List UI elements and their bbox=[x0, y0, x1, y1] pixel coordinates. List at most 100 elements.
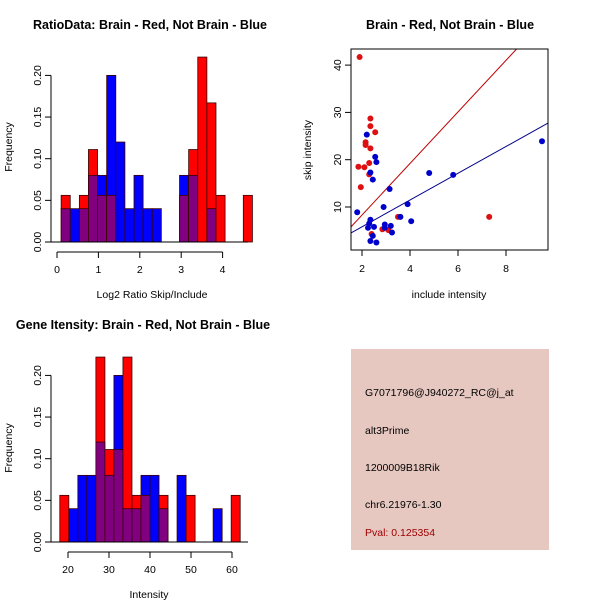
gene-histogram-axes: 0.00 0.05 0.10 0.15 0.20 20 30 40 50 60 bbox=[32, 365, 248, 576]
ratio-hist-overlap-bar bbox=[60, 208, 71, 243]
p-value: Pval: 0.125354 bbox=[365, 527, 436, 539]
ratio-hist-ytick-label: 0.10 bbox=[32, 148, 44, 169]
ratio-hist-overlap-bar bbox=[78, 208, 89, 243]
brain-point bbox=[372, 129, 379, 136]
brain-point bbox=[362, 142, 369, 149]
ratio-hist-overlap-bar bbox=[97, 194, 108, 243]
ratio-hist-xtick-label: 4 bbox=[220, 264, 226, 276]
not-brain-point bbox=[365, 224, 371, 231]
brain-point bbox=[361, 164, 368, 171]
gene-hist-bar bbox=[176, 474, 187, 543]
ratio-histogram-xlabel: Log2 Ratio Skip/Include bbox=[97, 289, 208, 301]
intensity-scatter: Brain - Red, Not Brain - Blue include in… bbox=[302, 18, 549, 301]
not-brain-point bbox=[404, 201, 411, 208]
scatter-ytick-label: 40 bbox=[332, 59, 344, 71]
ratio-histogram-axes: 0.00 0.05 0.10 0.15 0.20 0 1 2 3 4 bbox=[32, 65, 248, 276]
not-brain-point bbox=[371, 223, 377, 230]
ratio-hist-overlap-bar bbox=[188, 174, 199, 243]
chromosome-location: chr6.21976-1.30 bbox=[365, 499, 442, 511]
scatter-frame bbox=[350, 48, 549, 251]
not-brain-point bbox=[369, 176, 376, 183]
scatter-marks bbox=[351, 49, 548, 246]
ratio-hist-bar bbox=[133, 174, 144, 243]
scatter-xtick-label: 8 bbox=[503, 263, 509, 275]
not-brain-point bbox=[373, 159, 380, 166]
ratio-hist-bar bbox=[124, 208, 135, 243]
brain-point bbox=[367, 123, 374, 130]
gene-hist-xtick-label: 50 bbox=[185, 564, 197, 576]
not-brain-point bbox=[450, 171, 457, 178]
gene-hist-bar bbox=[86, 474, 97, 543]
gene-hist-ytick-label: 0.10 bbox=[32, 448, 44, 469]
not-brain-point bbox=[367, 169, 374, 176]
gene-hist-overlap-bar bbox=[95, 441, 106, 543]
gene-hist-bar bbox=[212, 508, 223, 543]
not-brain-fit-line bbox=[351, 122, 548, 234]
not-brain-point bbox=[380, 204, 387, 210]
gene-hist-xtick-label: 20 bbox=[62, 564, 74, 576]
ratio-hist-xtick-label: 2 bbox=[137, 264, 143, 276]
gene-hist-xtick-label: 40 bbox=[144, 564, 156, 576]
gene-hist-ytick-label: 0.00 bbox=[32, 532, 44, 553]
ratio-hist-overlap-bar bbox=[206, 208, 217, 243]
ratio-histogram-bars bbox=[60, 56, 253, 243]
gene-hist-bar bbox=[77, 474, 88, 543]
not-brain-point bbox=[354, 209, 361, 216]
ratio-hist-xtick-label: 3 bbox=[178, 264, 184, 276]
ratio-hist-overlap-bar bbox=[88, 174, 98, 243]
ratio-hist-ytick-label: 0.20 bbox=[32, 65, 44, 86]
gene-hist-overlap-bar bbox=[113, 449, 124, 543]
gene-histogram-bars bbox=[59, 356, 241, 543]
gene-hist-bar bbox=[149, 474, 160, 543]
scatter-xtick-label: 2 bbox=[359, 263, 365, 275]
gene-intensity-histogram: Gene Itensity: Brain - Red, Not Brain - … bbox=[3, 318, 270, 600]
brain-point bbox=[356, 54, 363, 61]
ratio-hist-bar bbox=[242, 194, 253, 243]
ratio-hist-overlap-bar bbox=[106, 194, 117, 243]
gene-hist-bar bbox=[230, 494, 241, 543]
gene-histogram-xlabel: Intensity bbox=[129, 589, 169, 600]
gene-hist-ytick-label: 0.15 bbox=[32, 407, 44, 428]
not-brain-point bbox=[363, 131, 370, 138]
not-brain-point bbox=[397, 213, 404, 220]
gene-hist-ytick-label: 0.20 bbox=[32, 365, 44, 386]
not-brain-point bbox=[381, 224, 388, 231]
not-brain-point bbox=[373, 239, 380, 246]
ratio-histogram-ylabel: Frequency bbox=[3, 121, 15, 171]
gene-hist-overlap-bar bbox=[122, 508, 133, 543]
brain-point bbox=[357, 184, 364, 191]
ratio-hist-bar bbox=[151, 208, 162, 243]
not-brain-point bbox=[389, 229, 395, 236]
brain-point bbox=[367, 115, 374, 122]
ratio-hist-ytick-label: 0.05 bbox=[32, 190, 44, 211]
not-brain-point bbox=[426, 169, 433, 176]
gene-histogram-ylabel: Frequency bbox=[3, 422, 15, 472]
ratio-hist-overlap-bar bbox=[179, 194, 190, 243]
gene-hist-overlap-bar bbox=[140, 494, 151, 543]
not-brain-point bbox=[372, 153, 379, 160]
gene-hist-overlap-bar bbox=[131, 508, 142, 543]
event-type: alt3Prime bbox=[365, 425, 410, 437]
ratio-hist-ytick-label: 0.00 bbox=[32, 232, 44, 253]
gene-hist-bar bbox=[185, 494, 196, 543]
ratio-hist-bar bbox=[215, 194, 226, 243]
gene-hist-bar bbox=[59, 494, 70, 543]
scatter-xtick-label: 6 bbox=[455, 263, 461, 275]
ratio-histogram-title: RatioData: Brain - Red, Not Brain - Blue bbox=[33, 18, 267, 32]
not-brain-point bbox=[539, 138, 545, 145]
brain-point bbox=[366, 160, 373, 167]
brain-point bbox=[486, 213, 493, 220]
probe-info-panel: G7071796@J940272_RC@j_at alt3Prime 12000… bbox=[351, 349, 549, 550]
not-brain-point bbox=[386, 186, 393, 193]
scatter-title: Brain - Red, Not Brain - Blue bbox=[366, 18, 534, 32]
scatter-ytick-label: 30 bbox=[332, 106, 344, 118]
scatter-xlabel: include intensity bbox=[412, 289, 487, 301]
ratio-hist-bar bbox=[197, 56, 208, 243]
probe-id: G7071796@J940272_RC@j_at bbox=[365, 387, 514, 399]
scatter-xtick-label: 4 bbox=[407, 263, 413, 275]
ratio-hist-ytick-label: 0.15 bbox=[32, 107, 44, 128]
scatter-ytick-label: 10 bbox=[332, 201, 344, 213]
ratio-hist-bar bbox=[142, 208, 153, 243]
ratio-hist-xtick-label: 1 bbox=[95, 264, 101, 276]
